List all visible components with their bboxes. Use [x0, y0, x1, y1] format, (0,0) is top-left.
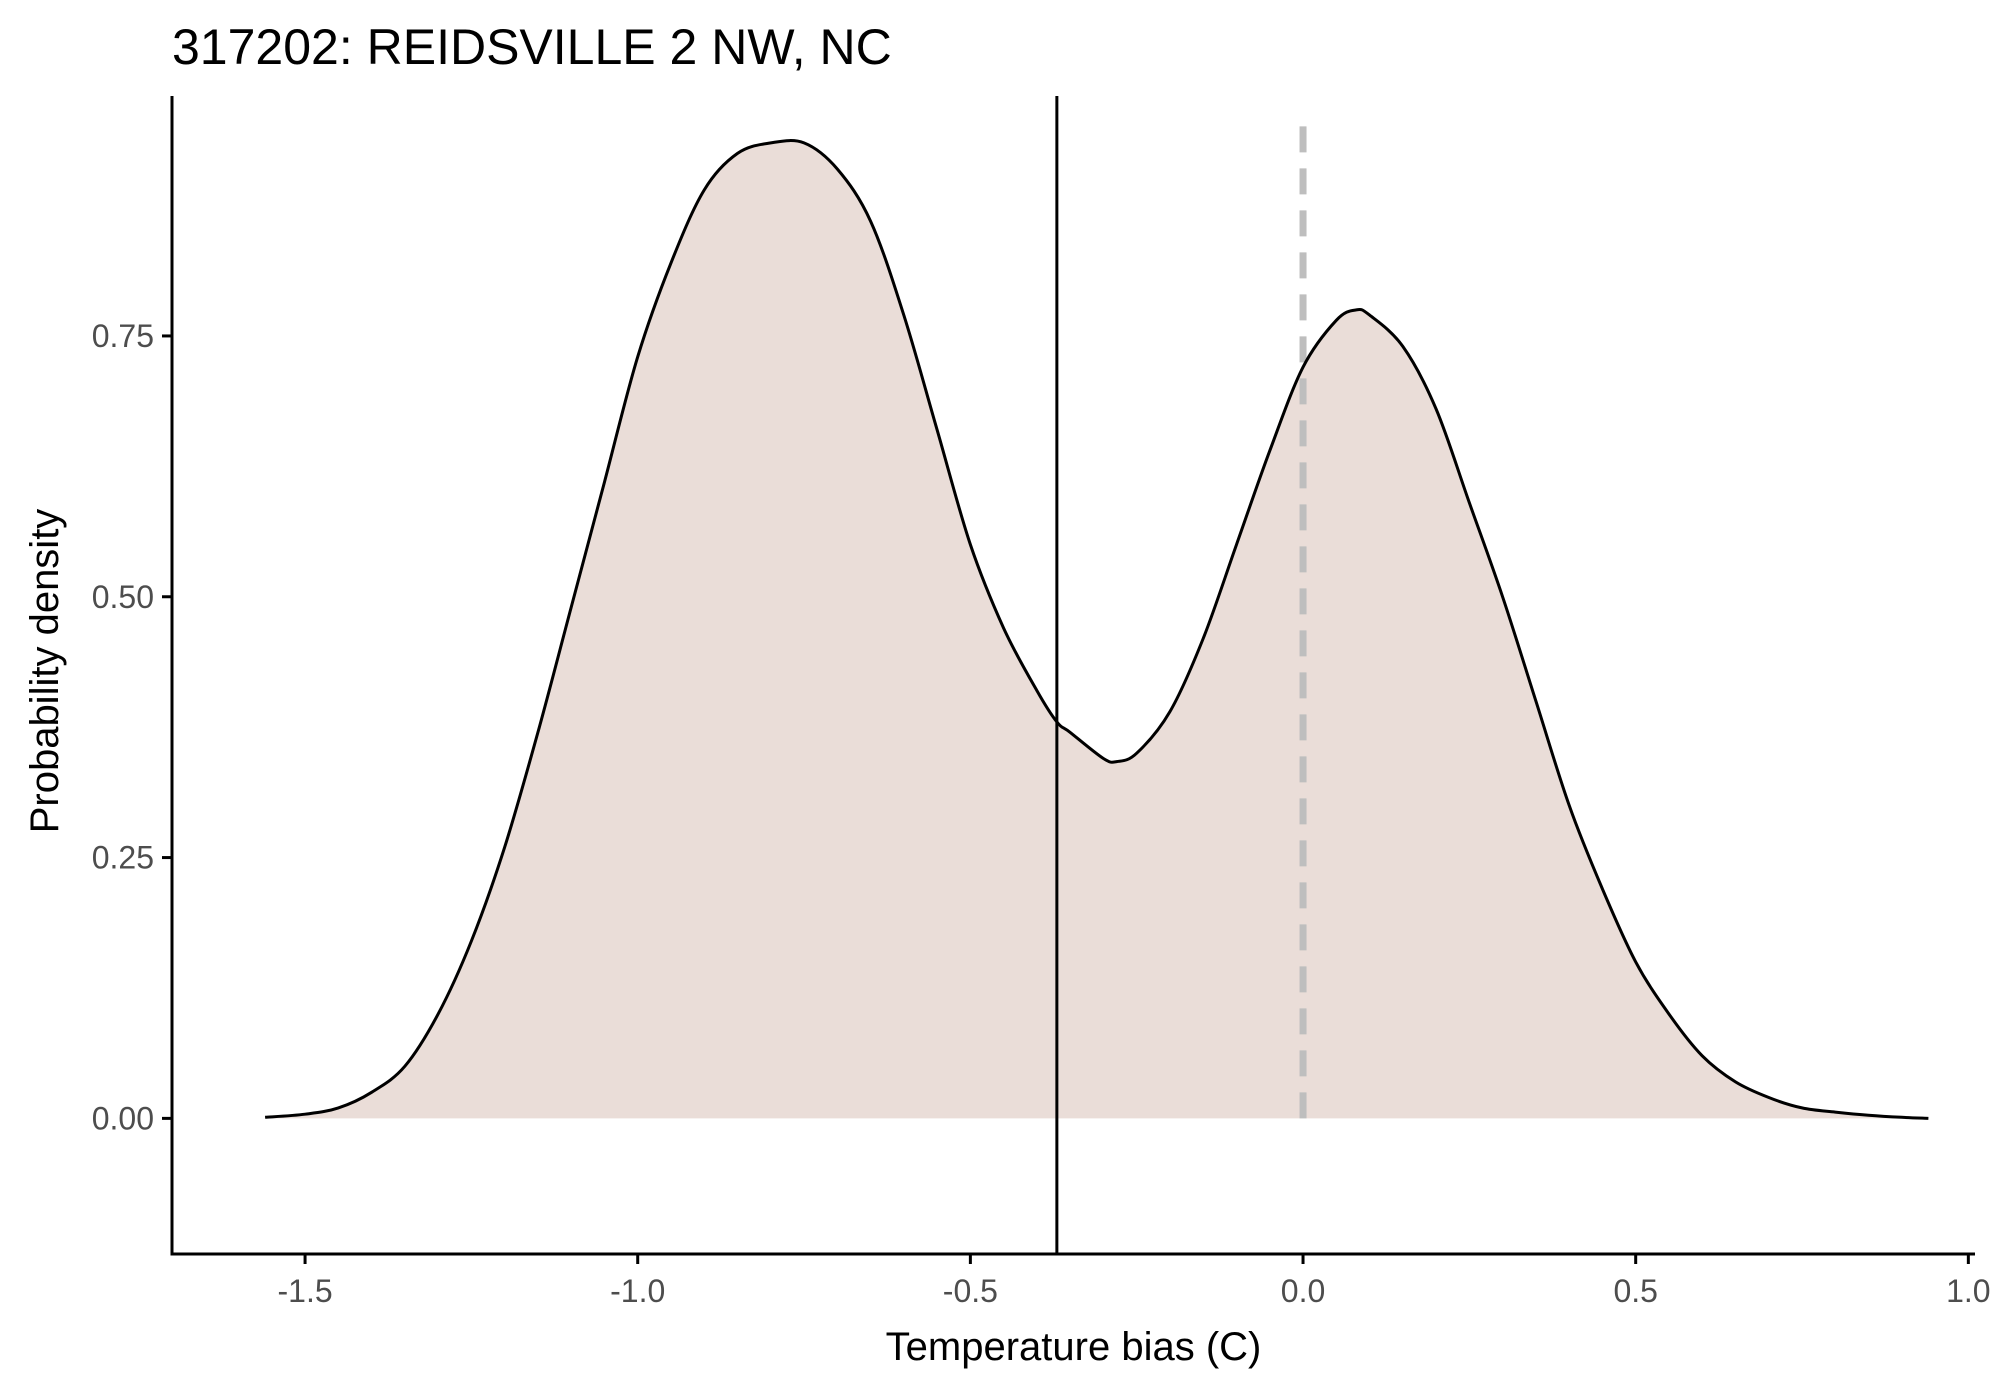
- density-curve: [264, 139, 1929, 1120]
- density-fill-area: [265, 140, 1929, 1119]
- x-tick-label: -0.5: [943, 1273, 998, 1309]
- x-axis-ticks: -1.5 -1.0 -0.5 0.0 0.5 1.0: [277, 1254, 1990, 1309]
- x-tick-label: 1.0: [1946, 1273, 1990, 1309]
- x-axis-title: Temperature bias (C): [886, 1325, 1262, 1369]
- y-axis-ticks: 0.00 0.25 0.50 0.75: [92, 318, 172, 1136]
- chart-title: 317202: REIDSVILLE 2 NW, NC: [172, 19, 892, 75]
- y-tick-label: 0.00: [92, 1100, 154, 1136]
- plot-area: [264, 96, 1929, 1254]
- y-tick-label: 0.75: [92, 318, 154, 354]
- y-axis-title: Probability density: [23, 509, 67, 834]
- y-tick-label: 0.50: [92, 579, 154, 615]
- x-tick-label: 0.0: [1281, 1273, 1325, 1309]
- x-tick-label: 0.5: [1613, 1273, 1657, 1309]
- x-tick-label: -1.5: [277, 1273, 332, 1309]
- y-tick-label: 0.25: [92, 840, 154, 876]
- x-tick-label: -1.0: [610, 1273, 665, 1309]
